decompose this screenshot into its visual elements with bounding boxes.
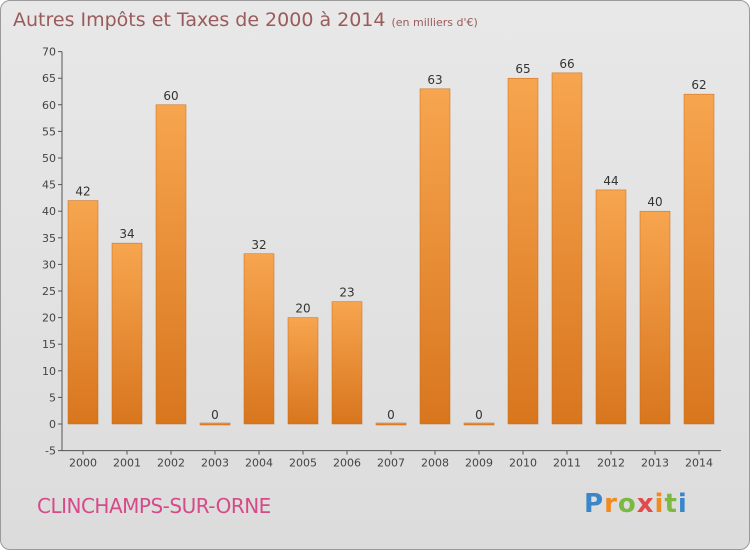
bar — [463, 422, 495, 426]
data-label: 34 — [119, 227, 134, 241]
bar — [375, 422, 407, 426]
y-tick-label: 60 — [42, 99, 56, 112]
x-tick-label: 2011 — [553, 457, 581, 470]
y-tick-label: 50 — [42, 152, 56, 165]
chart-unit: (en milliers d'€) — [391, 16, 478, 29]
bar — [287, 317, 319, 425]
x-tick-label: 2005 — [289, 457, 317, 470]
data-label: 32 — [251, 238, 266, 252]
x-tick-label: 2012 — [597, 457, 625, 470]
bar — [419, 88, 451, 425]
x-tick-label: 2014 — [685, 457, 713, 470]
bar — [111, 242, 143, 425]
y-tick-label: 20 — [42, 312, 56, 325]
x-tick-label: 2002 — [157, 457, 185, 470]
data-label: 40 — [647, 195, 662, 209]
bar — [683, 93, 715, 425]
y-tick-label: 10 — [42, 365, 56, 378]
data-label: 63 — [427, 73, 442, 87]
x-tick-label: 2007 — [377, 457, 405, 470]
y-tick-label: 40 — [42, 205, 56, 218]
data-label: 65 — [515, 62, 530, 76]
bar — [243, 253, 275, 425]
bar — [67, 200, 99, 425]
x-tick-label: 2006 — [333, 457, 361, 470]
y-tick-label: 35 — [42, 232, 56, 245]
x-tick-label: 2013 — [641, 457, 669, 470]
y-tick-label: 0 — [49, 418, 56, 431]
data-label: 0 — [475, 408, 483, 422]
bar — [199, 422, 231, 426]
x-tick-label: 2004 — [245, 457, 273, 470]
data-label: 62 — [691, 78, 706, 92]
y-tick-label: 25 — [42, 285, 56, 298]
bar — [595, 189, 627, 425]
bar — [155, 104, 187, 425]
data-label: 0 — [211, 408, 219, 422]
data-labels: 42 34 60 0 32 20 23 0 63 0 65 66 44 40 62 — [75, 57, 706, 422]
proxiti-logo[interactable]: Proxiti — [584, 489, 688, 519]
data-label: 66 — [559, 57, 574, 71]
y-tick-label: 70 — [42, 46, 56, 59]
x-tick-label: 2009 — [465, 457, 493, 470]
data-label: 0 — [387, 408, 395, 422]
y-tick-label: 30 — [42, 258, 56, 271]
y-tick-label: -5 — [45, 445, 56, 458]
bar — [507, 77, 539, 425]
bar — [331, 301, 363, 425]
chart-title-text: Autres Impôts et Taxes de 2000 à 2014 — [13, 9, 386, 31]
y-tick-label: 65 — [42, 72, 56, 85]
y-tick-label: 55 — [42, 125, 56, 138]
data-label: 20 — [295, 302, 310, 316]
y-tick-label: 15 — [42, 338, 56, 351]
bar — [639, 210, 671, 425]
x-tick-label: 2001 — [113, 457, 141, 470]
x-tick-label: 2010 — [509, 457, 537, 470]
x-tick-label: 2008 — [421, 457, 449, 470]
data-label: 44 — [603, 174, 618, 188]
data-label: 60 — [163, 89, 178, 103]
y-tick-label: 45 — [42, 179, 56, 192]
data-label: 23 — [339, 286, 354, 300]
commune-name: CLINCHAMPS-SUR-ORNE — [37, 494, 271, 518]
x-tick-label: 2000 — [69, 457, 97, 470]
y-tick-label: 5 — [49, 391, 56, 404]
chart-title: Autres Impôts et Taxes de 2000 à 2014 (en… — [13, 9, 478, 31]
bar — [551, 72, 583, 425]
x-tick-label: 2003 — [201, 457, 229, 470]
data-label: 42 — [75, 185, 90, 199]
bars — [67, 72, 715, 426]
